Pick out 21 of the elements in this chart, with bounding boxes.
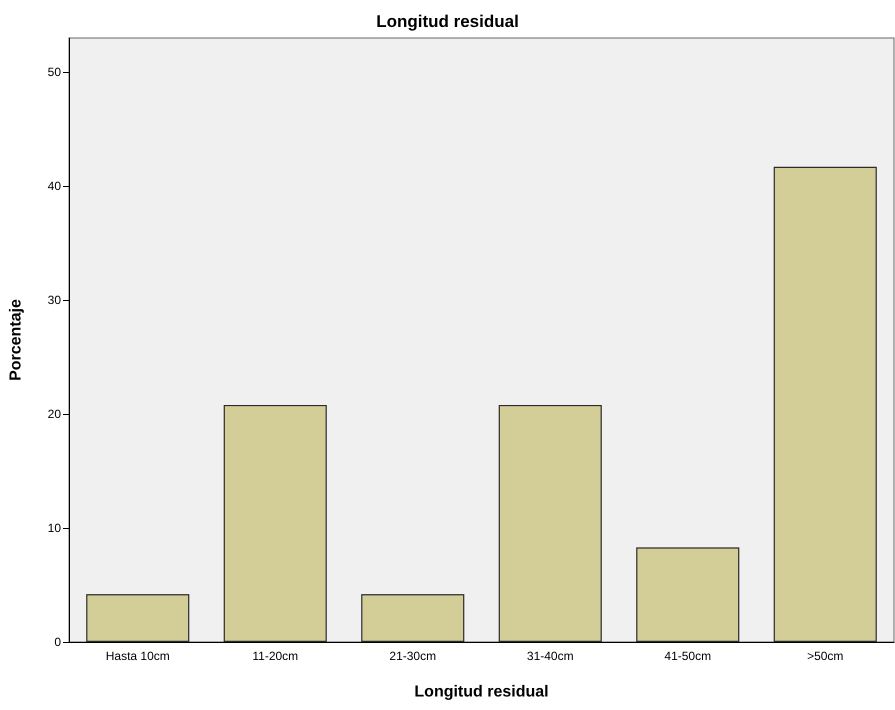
x-axis-title: Longitud residual — [414, 684, 549, 700]
y-tick-label: 10 — [48, 521, 62, 536]
x-tick-label: 31-40cm — [526, 649, 574, 663]
bar — [774, 166, 877, 642]
bar — [636, 547, 740, 642]
y-tick-label: 0 — [54, 635, 62, 649]
x-tick-label: 11-20cm — [252, 649, 298, 663]
x-tick-label: 41-50cm — [664, 649, 712, 663]
bar — [86, 594, 190, 642]
chart-title: Longitud residual — [376, 12, 519, 31]
bar — [224, 404, 327, 642]
bar — [498, 404, 602, 642]
bar — [361, 594, 464, 642]
y-tick-label: 50 — [48, 65, 62, 80]
x-tick-label: 21-30cm — [389, 649, 436, 663]
y-tick-label: 30 — [48, 293, 62, 308]
x-tick-label: Hasta 10cm — [106, 649, 170, 663]
y-tick-label: 20 — [48, 407, 62, 422]
y-axis-title: Porcentaje — [8, 298, 24, 381]
y-tick-label: 40 — [48, 179, 62, 194]
x-tick-label: >50cm — [807, 649, 844, 663]
